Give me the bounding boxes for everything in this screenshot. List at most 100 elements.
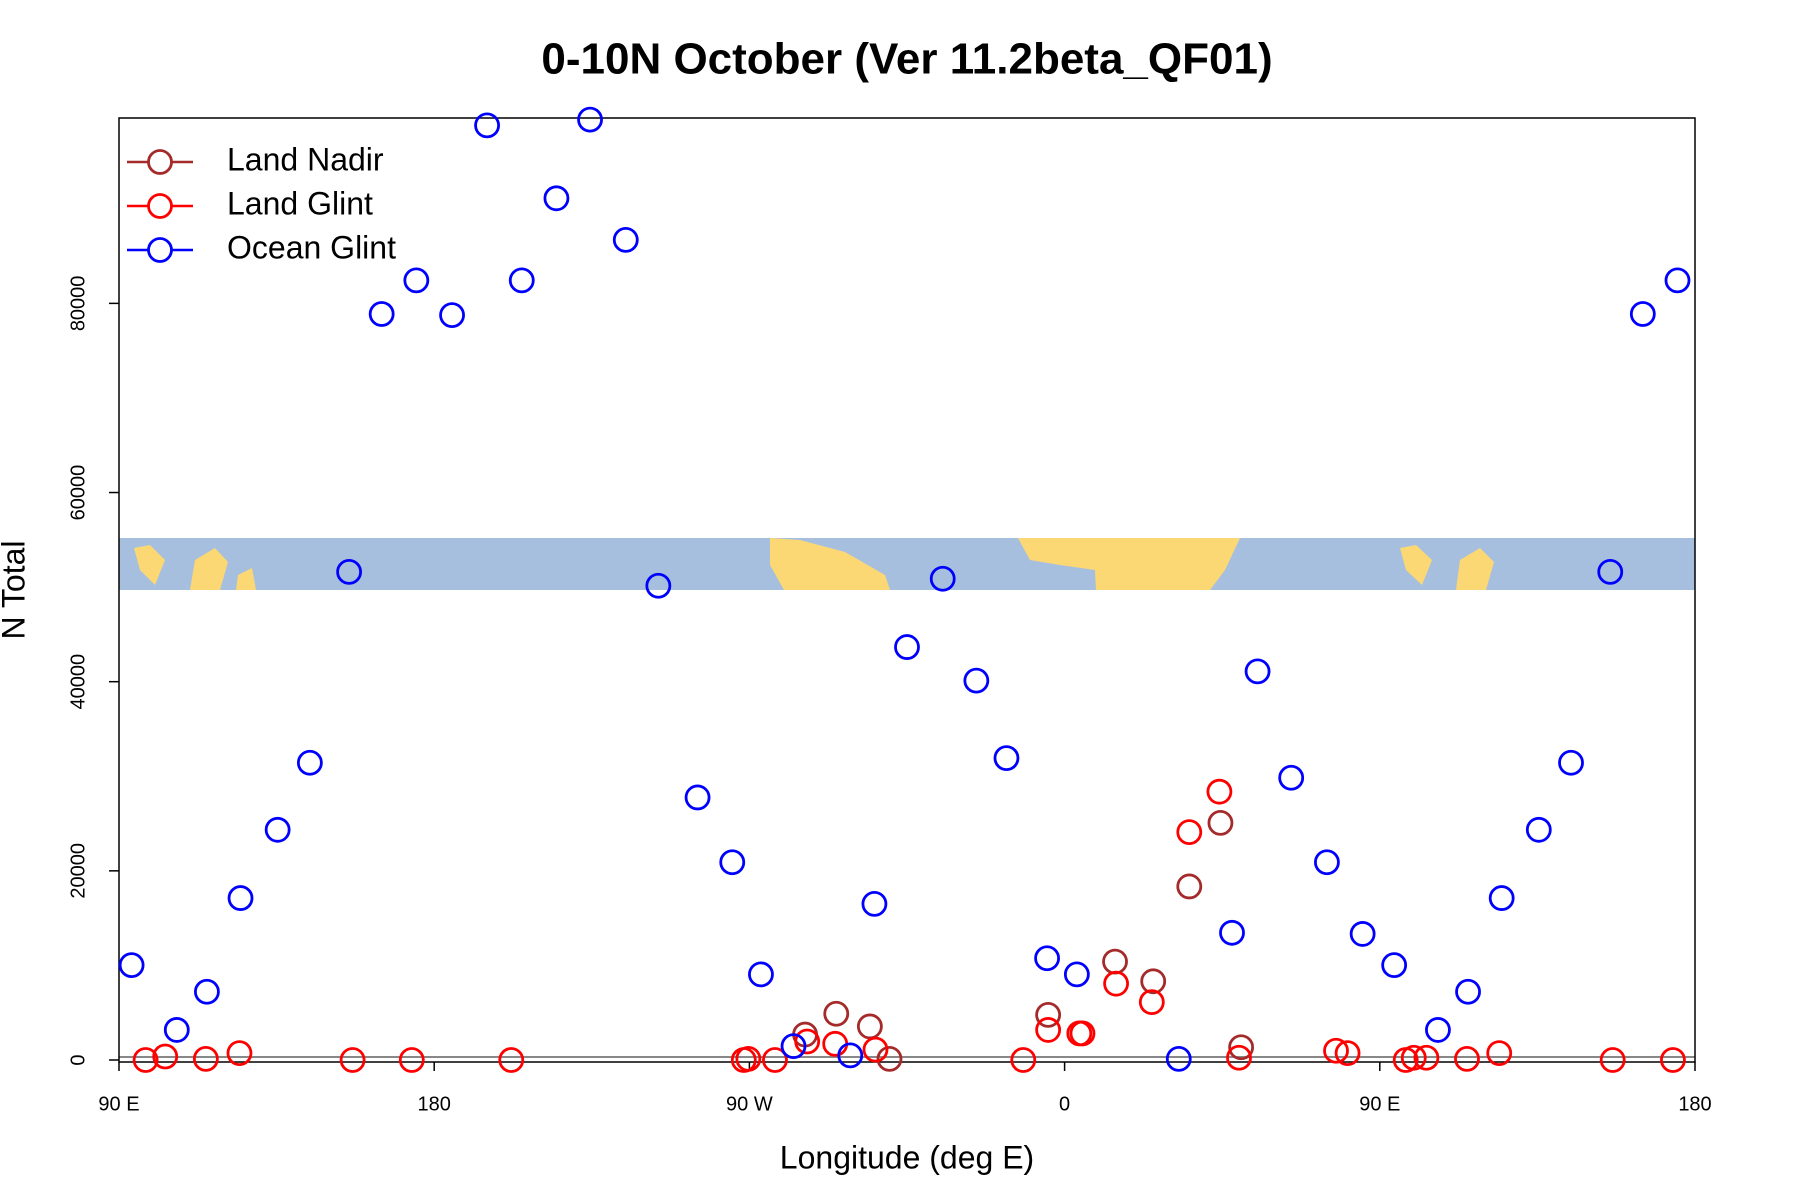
x-tick-label: 180 <box>418 1093 451 1115</box>
point <box>1176 819 1203 846</box>
point <box>227 885 254 911</box>
point <box>118 952 145 979</box>
point <box>748 961 774 988</box>
point <box>862 1036 889 1063</box>
point <box>403 267 430 294</box>
point <box>876 1045 903 1072</box>
point <box>1334 1040 1361 1066</box>
point <box>963 667 990 694</box>
x-axis-label: Longitude (deg E) <box>780 1139 1034 1175</box>
x-tick-label: 180 <box>1678 1093 1711 1115</box>
x-tick-label: 0 <box>1059 1093 1070 1115</box>
point <box>1207 809 1234 836</box>
point <box>1381 952 1408 979</box>
point <box>226 1040 253 1066</box>
point <box>1454 1045 1480 1072</box>
point <box>577 106 603 133</box>
point <box>1488 885 1515 911</box>
y-tick-label: 80000 <box>67 276 89 332</box>
point <box>1034 945 1060 972</box>
point <box>1035 1017 1062 1043</box>
legend-marker <box>147 149 173 175</box>
point <box>543 185 570 212</box>
point <box>1206 778 1233 805</box>
point <box>1425 1017 1451 1043</box>
legend-label: Ocean Glint <box>227 229 396 265</box>
point <box>612 227 639 253</box>
point <box>368 301 395 327</box>
point <box>1010 1047 1037 1073</box>
point <box>1176 873 1203 900</box>
x-tick-label: 90 E <box>1359 1093 1400 1115</box>
point <box>508 267 535 294</box>
point <box>1103 970 1129 997</box>
legend-label: Land Nadir <box>227 141 384 177</box>
point <box>1063 961 1090 988</box>
y-tick-label: 20000 <box>67 843 89 899</box>
point <box>296 749 323 776</box>
legend-label: Land Glint <box>227 185 373 221</box>
point <box>861 890 888 917</box>
point <box>498 1047 525 1073</box>
point <box>1599 1047 1626 1073</box>
point <box>780 1033 807 1059</box>
point <box>194 978 220 1005</box>
chart-title: 0-10N October (Ver 11.2beta_QF01) <box>541 35 1272 84</box>
point <box>794 1028 821 1055</box>
point <box>1219 919 1245 946</box>
point <box>1165 1045 1192 1072</box>
point <box>645 572 672 599</box>
point <box>264 816 291 843</box>
map-strip <box>119 538 1695 590</box>
point <box>762 1047 788 1073</box>
plot-frame <box>118 117 1696 1063</box>
point <box>1525 816 1552 843</box>
point <box>336 558 362 585</box>
point <box>439 302 465 329</box>
point <box>192 1045 219 1072</box>
point <box>1140 968 1167 995</box>
point <box>1102 948 1128 975</box>
point <box>1226 1044 1252 1071</box>
point <box>1486 1040 1513 1066</box>
point <box>1455 978 1481 1005</box>
point <box>1138 989 1165 1016</box>
point <box>474 112 500 139</box>
point <box>837 1042 864 1069</box>
x-tick-label: 90 W <box>726 1093 773 1115</box>
point <box>163 1017 190 1043</box>
point <box>1278 764 1305 791</box>
point <box>823 1000 850 1027</box>
x-tick-label: 90 E <box>98 1093 139 1115</box>
legend-marker <box>147 237 173 263</box>
point <box>339 1047 366 1073</box>
point <box>822 1030 849 1057</box>
point <box>398 1047 425 1073</box>
point <box>856 1013 883 1040</box>
point <box>1314 849 1340 876</box>
point <box>1660 1047 1686 1073</box>
point <box>1664 267 1691 294</box>
point <box>1323 1037 1349 1064</box>
point <box>1400 1044 1427 1071</box>
point <box>1349 921 1376 947</box>
legend-marker <box>147 193 173 219</box>
point <box>1629 301 1656 327</box>
point <box>1244 658 1271 685</box>
y-tick-label: 60000 <box>67 465 89 521</box>
point <box>894 634 920 660</box>
point <box>1413 1044 1440 1071</box>
point <box>1597 558 1624 585</box>
point <box>132 1047 159 1073</box>
y-tick-label: 0 <box>67 1054 89 1065</box>
point <box>993 745 1020 772</box>
y-axis-label: N Total <box>0 540 31 639</box>
point <box>1558 749 1584 776</box>
point <box>929 565 956 592</box>
point <box>152 1043 179 1070</box>
y-tick-label: 40000 <box>67 654 89 710</box>
point <box>1035 1001 1062 1028</box>
point <box>735 1045 762 1072</box>
point <box>684 784 711 811</box>
point <box>1228 1034 1255 1061</box>
